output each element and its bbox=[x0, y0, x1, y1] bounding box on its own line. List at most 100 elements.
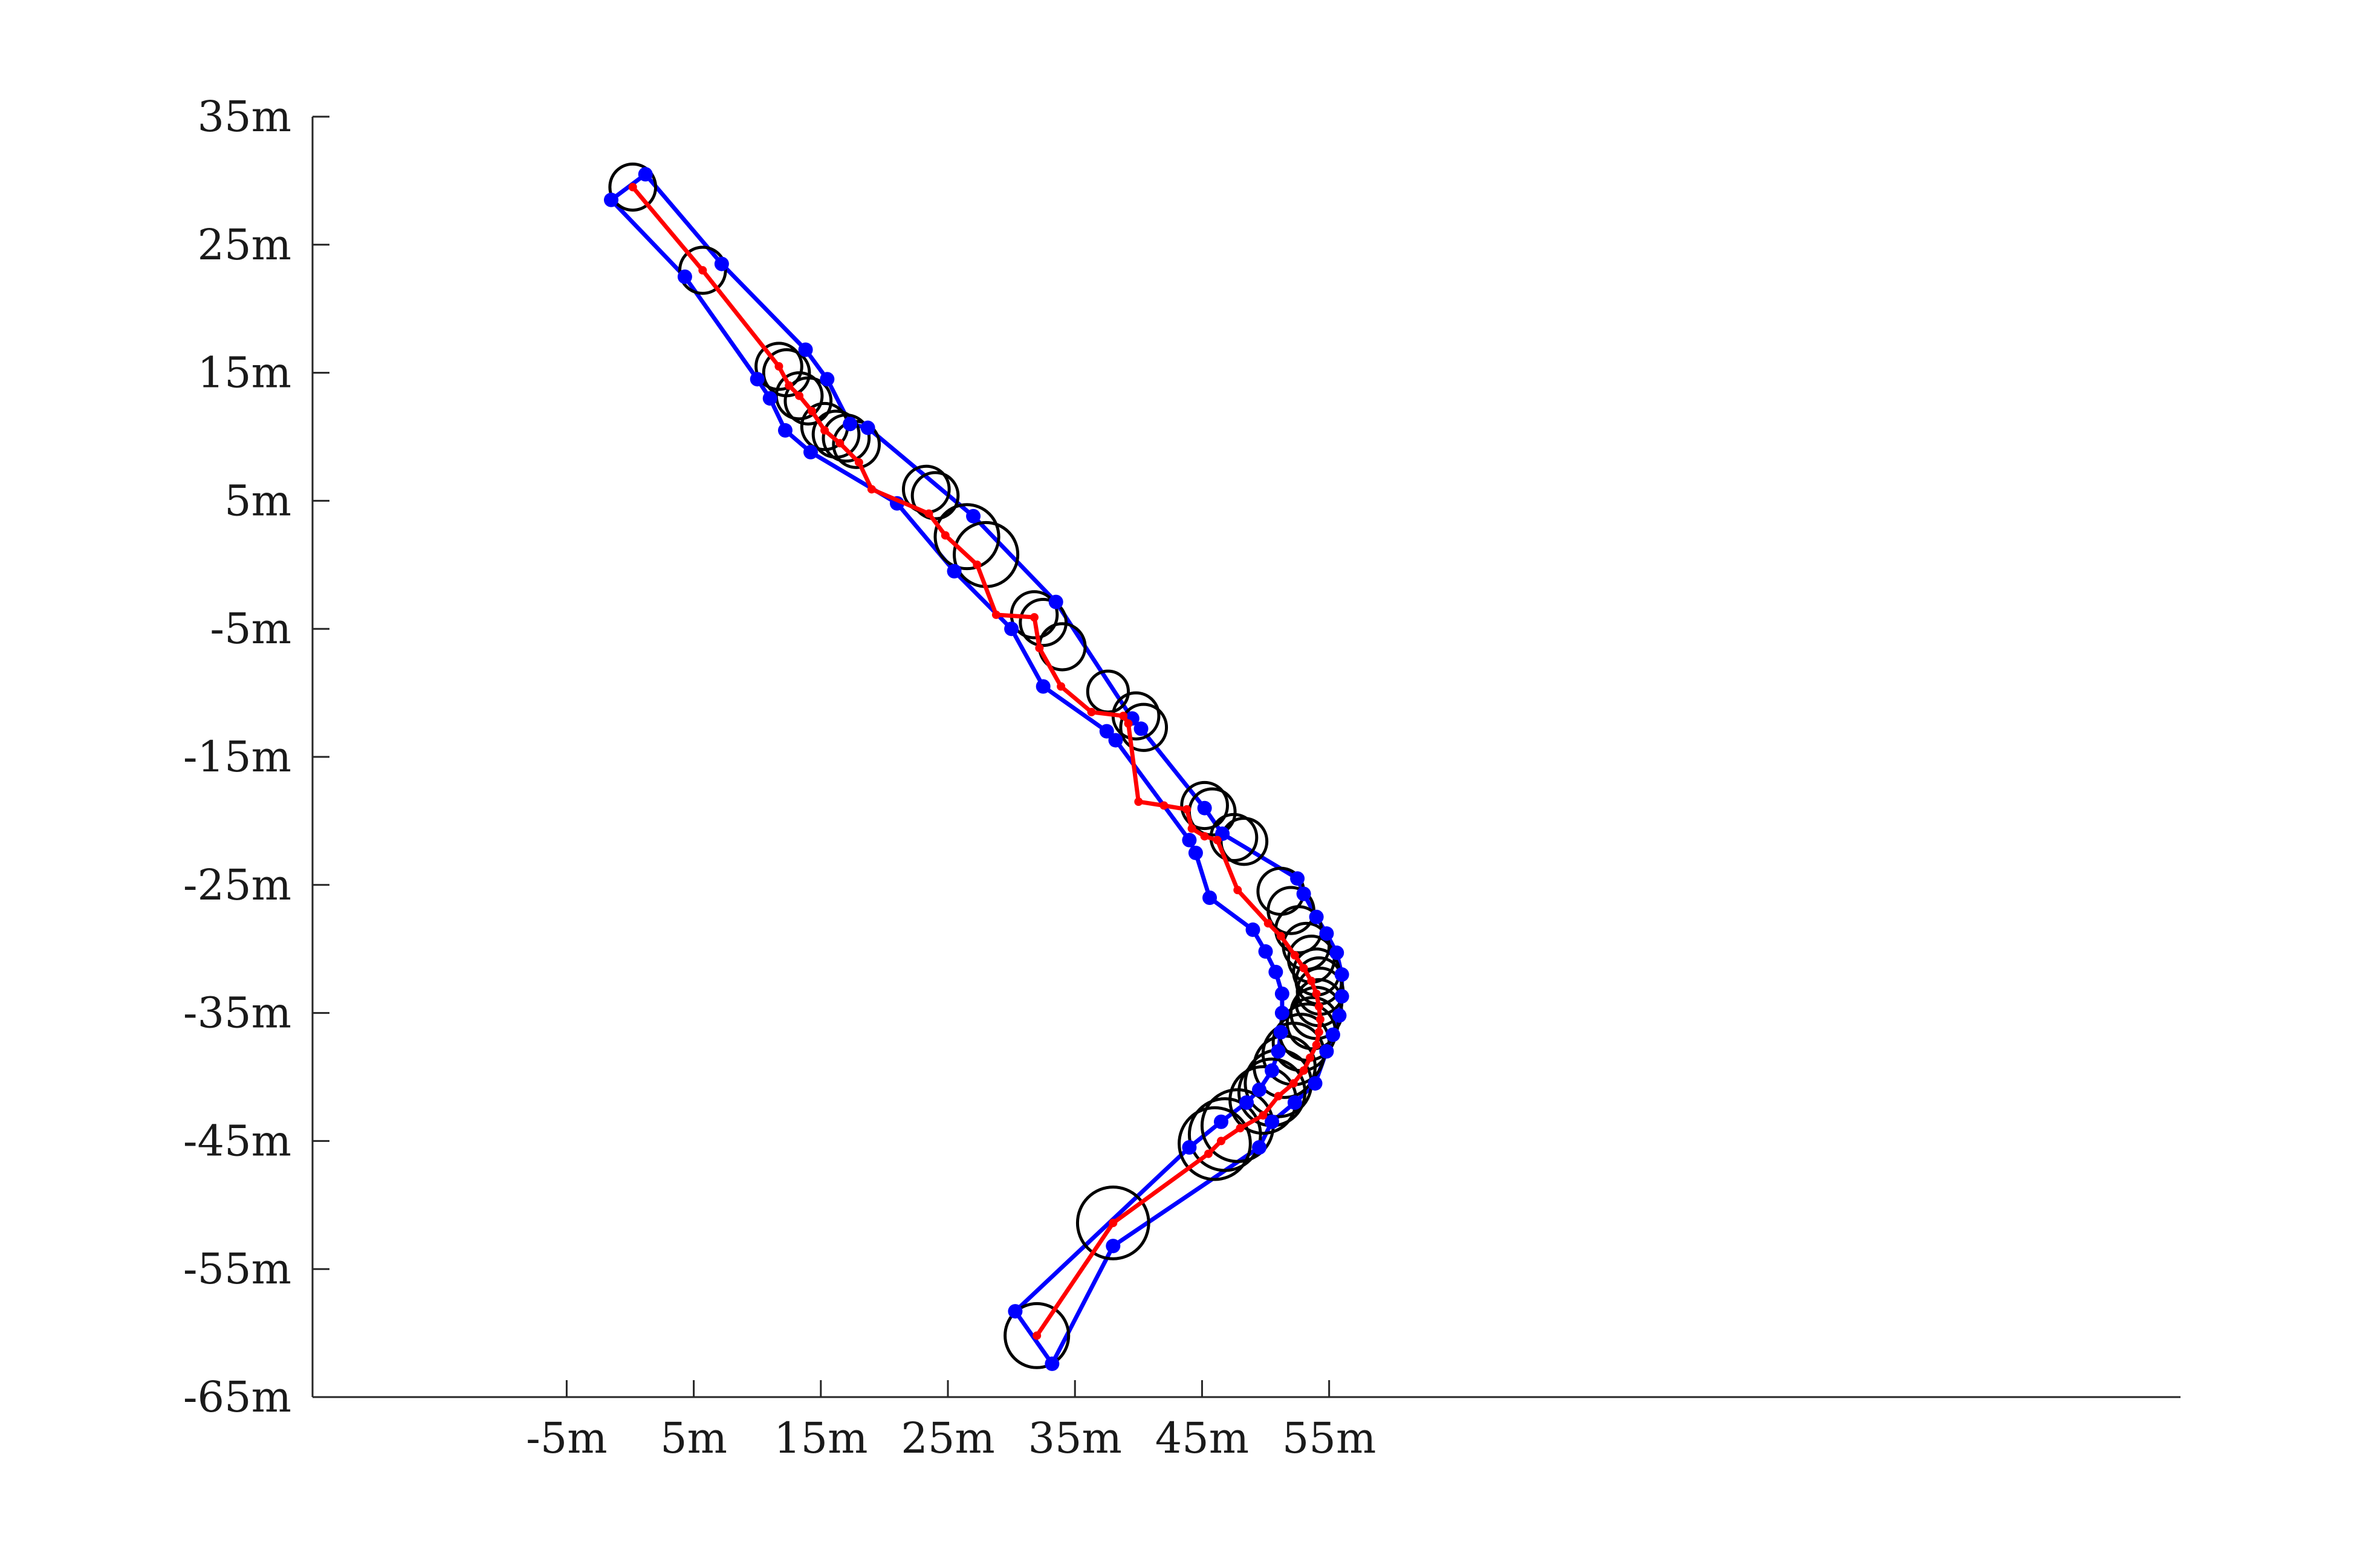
boundary-left-point bbox=[1182, 832, 1197, 848]
boundary-left-point bbox=[750, 372, 765, 387]
centerline-point bbox=[1134, 797, 1143, 806]
centerline-point bbox=[1274, 1092, 1283, 1101]
boundary-left-point bbox=[762, 391, 777, 406]
centerline-point bbox=[1290, 951, 1299, 960]
centerline-point bbox=[1306, 1053, 1315, 1062]
boundary-right-point bbox=[1309, 909, 1324, 924]
boundary-left-point bbox=[1245, 922, 1260, 937]
x-tick-label: 55m bbox=[1282, 1413, 1376, 1463]
centerline-point bbox=[1263, 919, 1273, 928]
coverage-circle bbox=[1178, 1106, 1252, 1181]
boundary-left-point bbox=[1274, 1005, 1289, 1020]
centerline-point bbox=[1312, 989, 1321, 998]
boundary-right-point bbox=[1329, 945, 1344, 961]
coverage-circle bbox=[678, 245, 727, 295]
centerline-point bbox=[1213, 835, 1222, 845]
centerline-point bbox=[1259, 1111, 1268, 1120]
coverage-circle bbox=[1119, 702, 1169, 752]
boundary-left-point bbox=[1268, 964, 1283, 979]
centerline-point bbox=[1187, 824, 1196, 833]
boundary-left-point bbox=[777, 423, 793, 438]
boundary-left-point bbox=[1271, 1044, 1286, 1059]
boundary-left-point bbox=[1213, 1114, 1228, 1129]
coverage-circle bbox=[1180, 780, 1229, 831]
y-tick-label: 15m bbox=[198, 348, 291, 398]
centerline-point bbox=[1200, 832, 1209, 841]
centerline-point bbox=[1236, 1124, 1245, 1133]
boundary-left-point bbox=[1036, 679, 1051, 694]
x-tick-label: -5m bbox=[526, 1413, 608, 1463]
boundary-right-point bbox=[820, 372, 835, 387]
boundary-left-point bbox=[1273, 1025, 1288, 1040]
centerline-point bbox=[1216, 1137, 1225, 1146]
plot-area bbox=[603, 162, 1349, 1371]
boundary-left-point bbox=[1239, 1095, 1254, 1110]
y-tick-label: -35m bbox=[183, 988, 291, 1038]
y-tick-label: -25m bbox=[183, 860, 291, 910]
boundary-left-point bbox=[1274, 986, 1289, 1001]
centerline-point bbox=[820, 426, 829, 435]
centerline-point bbox=[854, 458, 863, 467]
boundary-left-point bbox=[677, 269, 692, 284]
y-tick-label: 5m bbox=[224, 476, 291, 525]
boundary-right-point bbox=[1296, 886, 1311, 901]
centerline-point bbox=[1314, 1002, 1323, 1011]
boundary-right-point bbox=[1287, 1095, 1302, 1110]
boundary-right-point bbox=[714, 256, 729, 271]
coverage-circle bbox=[1075, 1185, 1150, 1260]
y-tick-label: -55m bbox=[183, 1244, 291, 1294]
boundary-right-point bbox=[1048, 594, 1063, 609]
centerline-point bbox=[1033, 1331, 1042, 1340]
centerline-point bbox=[1204, 1149, 1213, 1158]
centerline-point bbox=[1159, 801, 1169, 810]
centerline-point bbox=[1276, 932, 1285, 941]
axes: 35m 25m 15m 5m -5m -15m -25m -35m -45m -55m -65m -5… bbox=[183, 92, 2181, 1463]
boundary-right-point bbox=[1325, 1027, 1340, 1042]
boundary-left-point bbox=[1265, 1063, 1280, 1078]
boundary-right-point bbox=[1045, 1356, 1060, 1371]
coverage-circle bbox=[933, 503, 1000, 571]
coverage-circle bbox=[783, 376, 833, 426]
boundary-right-point bbox=[1197, 800, 1212, 816]
boundary-right-point bbox=[966, 508, 981, 524]
boundary-right-point bbox=[798, 342, 813, 357]
boundary-left-point bbox=[603, 192, 618, 207]
x-tick-label: 25m bbox=[901, 1413, 994, 1463]
centerline-point bbox=[1182, 805, 1192, 814]
x-tick-label: 45m bbox=[1155, 1413, 1249, 1463]
boundary-right-point bbox=[1334, 967, 1349, 982]
x-tick-label: 35m bbox=[1028, 1413, 1121, 1463]
centerline-point bbox=[867, 485, 876, 494]
centerline-point bbox=[628, 183, 637, 192]
boundary-right-point bbox=[1133, 721, 1149, 736]
boundary-right-point bbox=[1265, 1114, 1280, 1129]
boundary-right-point bbox=[860, 420, 875, 435]
boundary-left-point bbox=[1008, 1304, 1023, 1319]
centerline-point bbox=[795, 391, 804, 400]
centerline-point bbox=[698, 266, 707, 275]
centerline-point bbox=[1109, 1218, 1118, 1227]
boundary-right-point bbox=[1319, 926, 1334, 941]
centerline-point bbox=[1029, 613, 1039, 622]
boundary-left-point bbox=[1108, 733, 1123, 748]
boundary-right-point bbox=[638, 167, 653, 182]
boundary-left-point bbox=[1188, 845, 1203, 860]
x-tick-label: 15m bbox=[774, 1413, 867, 1463]
boundary-left-line bbox=[609, 198, 1285, 1313]
boundary-right-point bbox=[1252, 1140, 1267, 1155]
centerline-point bbox=[808, 407, 817, 416]
coverage-circle bbox=[1004, 1302, 1071, 1369]
centerline-point bbox=[924, 509, 933, 518]
boundary-left-point bbox=[947, 563, 962, 579]
coverage-circle bbox=[822, 413, 871, 463]
y-tick-label: -65m bbox=[183, 1372, 291, 1422]
y-tick-label: -45m bbox=[183, 1116, 291, 1166]
centerline-point bbox=[1119, 712, 1128, 721]
centerline-point bbox=[941, 531, 950, 540]
centerline-point bbox=[835, 439, 845, 448]
boundary-right-point bbox=[1319, 1044, 1334, 1059]
coverage-circle bbox=[1187, 1097, 1262, 1172]
centerline-point bbox=[774, 362, 783, 371]
centerline-point bbox=[1233, 886, 1242, 895]
centerline-point bbox=[1289, 1079, 1298, 1088]
